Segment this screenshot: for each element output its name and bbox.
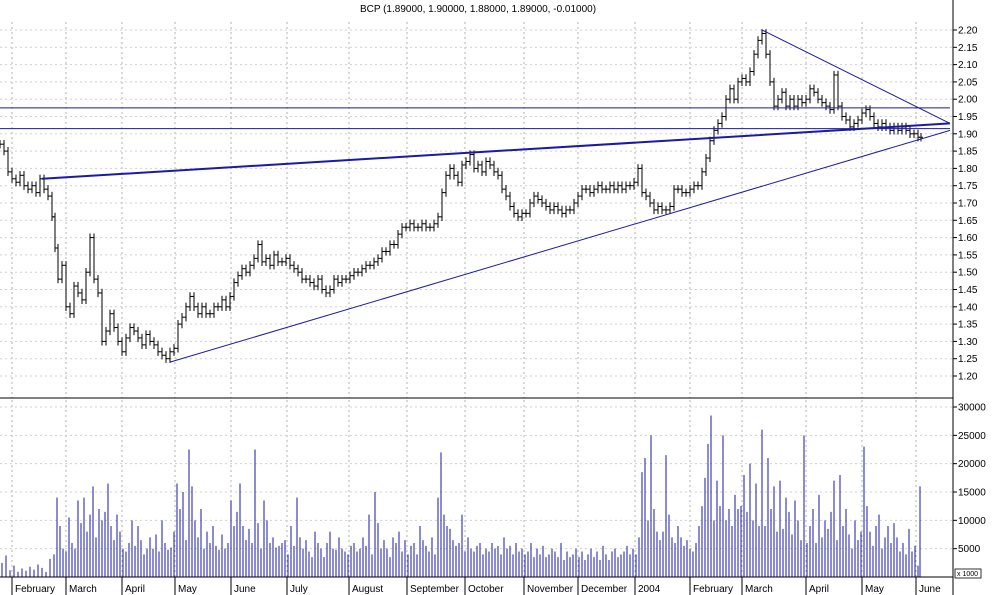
x-tick-label: 2004 xyxy=(638,584,661,595)
price-tick-label: 2.10 xyxy=(958,60,978,71)
x-tick-label: April xyxy=(125,584,145,595)
price-tick-label: 1.30 xyxy=(958,337,978,348)
x-tick-label: June xyxy=(234,584,256,595)
price-tick-label: 1.40 xyxy=(958,302,978,313)
x-axis: February March April May June July August Septe… xyxy=(11,577,941,595)
price-tick-label: 1.50 xyxy=(958,268,978,279)
price-tick-label: 1.35 xyxy=(958,320,978,331)
price-tick-label: 1.95 xyxy=(958,112,978,123)
x-tick-label: December xyxy=(581,584,628,595)
price-tick-label: 1.45 xyxy=(958,285,978,296)
volume-tick-label: 30000 xyxy=(958,403,986,414)
price-tick-label: 1.65 xyxy=(958,216,978,227)
price-series xyxy=(0,29,923,363)
trendlines xyxy=(0,29,951,363)
x-tick-label: June xyxy=(919,584,941,595)
trendline xyxy=(41,122,951,180)
price-tick-label: 1.20 xyxy=(958,372,978,383)
price-tick-label: 1.85 xyxy=(958,147,978,158)
volume-tick-label: 5000 xyxy=(958,544,981,555)
price-tick-label: 2.00 xyxy=(958,95,978,106)
x-tick-label: May xyxy=(178,584,197,595)
x-tick-label: October xyxy=(468,584,504,595)
price-tick-label: 1.75 xyxy=(958,181,978,192)
price-tick-label: 1.55 xyxy=(958,250,978,261)
price-tick-label: 1.80 xyxy=(958,164,978,175)
price-tick-label: 2.20 xyxy=(958,26,978,37)
x-tick-label: August xyxy=(352,584,383,595)
x-tick-label: March xyxy=(745,584,773,595)
volume-axis: 5000 10000 15000 20000 25000 30000 x 1000 xyxy=(953,403,986,579)
x-tick-label: February xyxy=(15,584,55,595)
volume-tick-label: 20000 xyxy=(958,459,986,470)
volume-tick-label: 25000 xyxy=(958,431,986,442)
volume-unit-box xyxy=(954,568,982,579)
volume-unit-label: x 1000 xyxy=(957,571,978,578)
x-tick-label: February xyxy=(693,584,733,595)
chart-title: BCP (1.89000, 1.90000, 1.88000, 1.89000,… xyxy=(360,4,596,15)
price-tick-label: 2.05 xyxy=(958,77,978,88)
x-tick-label: November xyxy=(527,584,574,595)
volume-series xyxy=(1,415,921,577)
price-tick-label: 1.90 xyxy=(958,129,978,140)
x-tick-label: April xyxy=(809,584,829,595)
volume-tick-label: 10000 xyxy=(958,516,986,527)
x-tick-label: July xyxy=(290,584,308,595)
trendline xyxy=(169,129,951,363)
price-tick-label: 2.15 xyxy=(958,43,978,54)
volume-tick-label: 15000 xyxy=(958,488,986,499)
price-tick-label: 1.70 xyxy=(958,199,978,210)
price-tick-label: 1.25 xyxy=(958,354,978,365)
x-tick-label: September xyxy=(410,584,460,595)
price-tick-label: 1.60 xyxy=(958,233,978,244)
price-axis: 1.20 1.25 1.30 1.35 1.40 1.45 1.50 1.55 1.60 1.65… xyxy=(953,26,978,383)
x-tick-label: May xyxy=(865,584,884,595)
x-tick-label: March xyxy=(69,584,97,595)
